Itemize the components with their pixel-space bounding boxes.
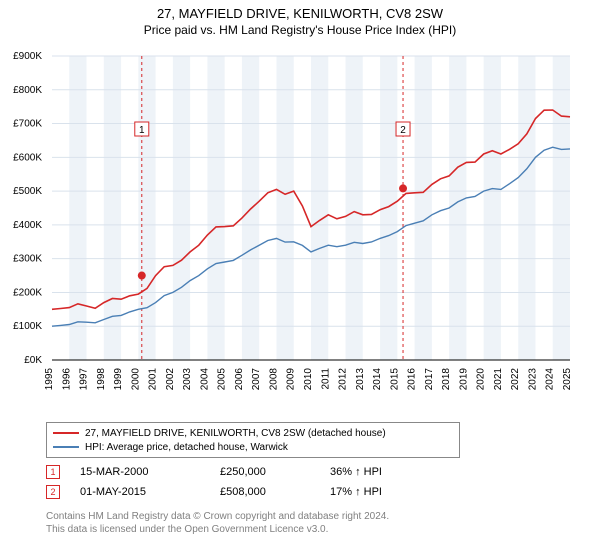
svg-text:1995: 1995: [44, 368, 55, 391]
svg-text:2: 2: [400, 125, 406, 136]
transaction-price: £508,000: [220, 486, 330, 498]
svg-text:2017: 2017: [424, 368, 435, 391]
svg-text:2019: 2019: [458, 368, 469, 391]
svg-text:£0K: £0K: [24, 355, 42, 366]
svg-text:2005: 2005: [217, 368, 228, 391]
marker-2: 2: [46, 485, 60, 499]
svg-text:£700K: £700K: [13, 119, 42, 130]
svg-text:2020: 2020: [476, 368, 487, 391]
svg-text:2003: 2003: [182, 368, 193, 391]
svg-text:2012: 2012: [338, 368, 349, 391]
page-subtitle: Price paid vs. HM Land Registry's House …: [0, 23, 600, 37]
svg-text:2007: 2007: [251, 368, 262, 391]
svg-text:2015: 2015: [389, 368, 400, 391]
svg-text:1997: 1997: [79, 368, 90, 391]
svg-text:£800K: £800K: [13, 85, 42, 96]
transaction-row: 2 01-MAY-2015 £508,000 17% ↑ HPI: [46, 482, 450, 502]
transaction-price: £250,000: [220, 466, 330, 478]
transaction-date: 15-MAR-2000: [80, 466, 220, 478]
svg-text:£900K: £900K: [13, 51, 42, 62]
legend-swatch: [53, 432, 79, 434]
svg-text:£200K: £200K: [13, 287, 42, 298]
svg-text:2023: 2023: [527, 368, 538, 391]
svg-text:2008: 2008: [268, 368, 279, 391]
svg-text:2014: 2014: [372, 368, 383, 391]
svg-text:2022: 2022: [510, 368, 521, 391]
svg-text:2018: 2018: [441, 368, 452, 391]
svg-text:£500K: £500K: [13, 186, 42, 197]
svg-text:2010: 2010: [303, 368, 314, 391]
svg-text:2024: 2024: [545, 368, 556, 391]
svg-text:£600K: £600K: [13, 152, 42, 163]
legend-swatch: [53, 446, 79, 448]
svg-text:2021: 2021: [493, 368, 504, 391]
svg-text:2000: 2000: [130, 368, 141, 391]
svg-text:2025: 2025: [562, 368, 573, 391]
footer-line: Contains HM Land Registry data © Crown c…: [46, 510, 389, 523]
svg-text:1996: 1996: [61, 368, 72, 391]
page-title: 27, MAYFIELD DRIVE, KENILWORTH, CV8 2SW: [0, 6, 600, 21]
footer-line: This data is licensed under the Open Gov…: [46, 523, 389, 536]
transaction-pct: 17% ↑ HPI: [330, 486, 450, 498]
svg-text:2011: 2011: [320, 368, 331, 390]
svg-text:2002: 2002: [165, 368, 176, 391]
transaction-row: 1 15-MAR-2000 £250,000 36% ↑ HPI: [46, 462, 450, 482]
svg-text:2004: 2004: [199, 368, 210, 391]
transactions-table: 1 15-MAR-2000 £250,000 36% ↑ HPI 2 01-MA…: [46, 462, 450, 502]
marker-1: 1: [46, 465, 60, 479]
svg-text:2009: 2009: [286, 368, 297, 391]
svg-text:£100K: £100K: [13, 321, 42, 332]
legend-row: 27, MAYFIELD DRIVE, KENILWORTH, CV8 2SW …: [53, 426, 453, 440]
svg-text:2006: 2006: [234, 368, 245, 391]
svg-text:£300K: £300K: [13, 254, 42, 265]
footer: Contains HM Land Registry data © Crown c…: [46, 510, 389, 536]
title-block: 27, MAYFIELD DRIVE, KENILWORTH, CV8 2SW …: [0, 0, 600, 37]
svg-text:2013: 2013: [355, 368, 366, 391]
legend-label: 27, MAYFIELD DRIVE, KENILWORTH, CV8 2SW …: [85, 428, 386, 439]
transaction-date: 01-MAY-2015: [80, 486, 220, 498]
svg-text:1998: 1998: [96, 368, 107, 391]
svg-text:£400K: £400K: [13, 220, 42, 231]
legend-label: HPI: Average price, detached house, Warw…: [85, 442, 288, 453]
svg-text:1: 1: [139, 125, 145, 136]
svg-text:2016: 2016: [407, 368, 418, 391]
legend-row: HPI: Average price, detached house, Warw…: [53, 440, 453, 454]
legend: 27, MAYFIELD DRIVE, KENILWORTH, CV8 2SW …: [46, 422, 460, 458]
svg-text:2001: 2001: [148, 368, 159, 391]
transaction-pct: 36% ↑ HPI: [330, 466, 450, 478]
price-chart: £0K£100K£200K£300K£400K£500K£600K£700K£8…: [46, 50, 576, 410]
svg-text:1999: 1999: [113, 368, 124, 391]
